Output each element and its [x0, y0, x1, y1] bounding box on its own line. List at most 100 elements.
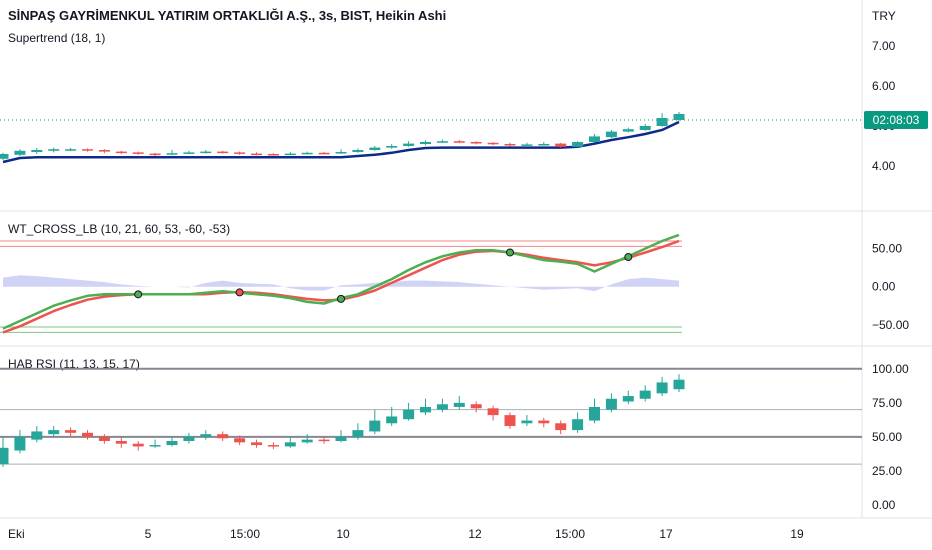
price-candle: [132, 152, 144, 154]
rsi-candle: [98, 436, 110, 441]
rsi-candle: [386, 416, 398, 424]
rsi-candle: [284, 442, 296, 447]
rsi-candle: [352, 430, 364, 437]
price-candle: [673, 114, 685, 120]
price-candle: [639, 126, 651, 130]
price-candle: [622, 129, 634, 132]
supertrend-line: [2, 120, 680, 164]
price-tick-label: 7.00: [872, 39, 896, 53]
hab-rsi-pane[interactable]: [0, 367, 862, 467]
rsi-candle: [521, 420, 533, 424]
wt-cross-pane[interactable]: [0, 233, 682, 334]
price-candle: [149, 153, 161, 156]
rsi-candle: [470, 404, 482, 409]
price-candle: [31, 150, 43, 152]
price-pane[interactable]: [0, 112, 862, 164]
rsi-candle: [234, 438, 246, 443]
rsi-candle: [251, 442, 262, 446]
price-candle: [301, 152, 313, 155]
price-tick-label: 6.00: [872, 79, 896, 93]
rsi-candle: [605, 398, 617, 410]
rsi-tick-label: 0.00: [872, 498, 896, 512]
rsi-candle: [0, 447, 9, 465]
rsi-candle: [436, 404, 448, 410]
wt-tick-label: −50.00: [872, 318, 909, 332]
price-candle: [521, 144, 533, 146]
price-candle: [200, 151, 212, 154]
price-candle: [605, 131, 617, 138]
rsi-axis[interactable]: 100.00 75.00 50.00 25.00 0.00: [872, 362, 909, 512]
rsi-candle: [82, 432, 93, 437]
price-candle: [48, 149, 60, 151]
wt-cross-dot: [134, 290, 143, 299]
price-candle: [65, 149, 77, 151]
price-candle: [386, 146, 398, 148]
price-candle: [538, 144, 550, 146]
time-tick-label: 15:00: [230, 527, 260, 541]
price-candle: [453, 141, 465, 143]
rsi-candle: [639, 390, 651, 399]
time-tick-label: 17: [659, 527, 673, 541]
price-candle: [504, 144, 516, 146]
rsi-candle: [31, 431, 43, 440]
rsi-candle: [487, 408, 499, 416]
price-candle: [403, 143, 415, 146]
rsi-candle: [217, 434, 229, 439]
rsi-candle: [318, 439, 330, 442]
rsi-candle: [673, 379, 685, 390]
wt-tick-label: 0.00: [872, 280, 896, 294]
rsi-tick-label: 75.00: [872, 396, 902, 410]
wt-cross-dot: [235, 288, 244, 297]
price-candle: [217, 151, 229, 154]
price-tick-label: 4.00: [872, 159, 896, 173]
time-tick-label: 19: [790, 527, 804, 541]
price-candle: [369, 147, 381, 150]
price-axis[interactable]: 7.006.005.004.00: [872, 39, 896, 173]
price-candle: [436, 141, 448, 143]
price-candle: [14, 150, 26, 155]
rsi-candle: [183, 436, 195, 441]
time-tick-label: 5: [145, 527, 152, 541]
last-price-badge: 02:08:03: [864, 111, 928, 129]
rsi-candle: [14, 436, 26, 451]
wt-cross-dot: [624, 253, 633, 262]
time-tick-label: 10: [336, 527, 350, 541]
wt-diff-area: [3, 275, 679, 292]
rsi-candle: [420, 406, 431, 413]
rsi-candle: [589, 406, 600, 421]
price-candle: [589, 136, 600, 142]
price-candle: [82, 149, 93, 151]
wt-axis[interactable]: 50.00 0.00 −50.00: [872, 242, 909, 332]
price-candle: [166, 153, 178, 155]
price-candle: [234, 152, 246, 154]
rsi-tick-label: 50.00: [872, 430, 902, 444]
wt-cross-label: WT_CROSS_LB (10, 21, 60, 53, -60, -53): [8, 222, 230, 236]
rsi-candle: [115, 440, 127, 444]
rsi-candle: [301, 439, 313, 443]
price-candle: [470, 142, 482, 144]
rsi-candle: [200, 434, 212, 437]
price-candle: [487, 142, 499, 145]
wt1-line: [2, 233, 680, 330]
price-candle: [98, 150, 110, 152]
wt-tick-label: 50.00: [872, 242, 902, 256]
rsi-candle: [166, 440, 178, 446]
rsi-candle: [132, 443, 144, 447]
price-candle: [352, 150, 364, 152]
supertrend-label: Supertrend (18, 1): [8, 31, 105, 45]
rsi-candle: [656, 382, 668, 394]
price-candle: [555, 143, 567, 147]
price-candle: [420, 142, 431, 144]
price-candle: [251, 153, 262, 156]
rsi-candle: [622, 396, 634, 402]
price-candle: [318, 152, 330, 155]
rsi-candle: [369, 420, 381, 432]
rsi-candle: [403, 409, 415, 420]
price-candle: [115, 151, 127, 154]
time-tick-label: 15:00: [555, 527, 585, 541]
rsi-candle: [504, 415, 516, 427]
wt-cross-dot: [506, 248, 514, 257]
rsi-tick-label: 100.00: [872, 362, 909, 376]
time-axis[interactable]: Eki 5 15:00 10 12 15:00 17 19: [8, 527, 804, 541]
